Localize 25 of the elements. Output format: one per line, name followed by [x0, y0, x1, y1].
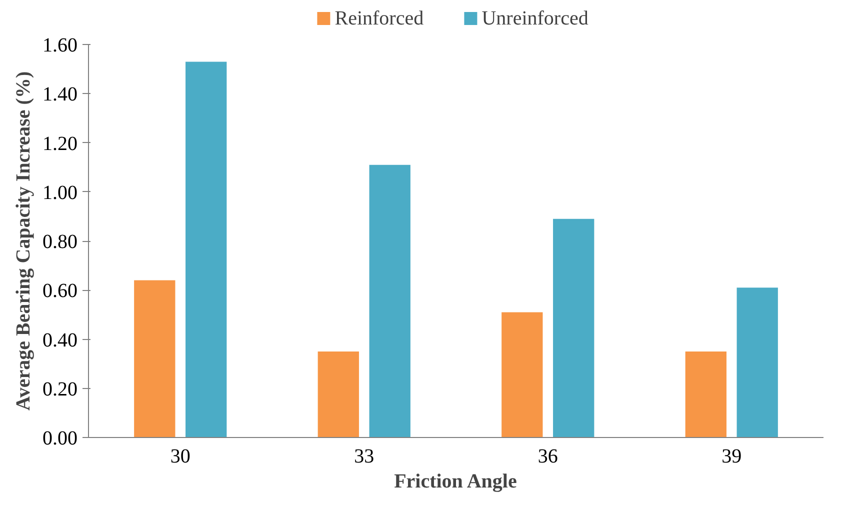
- bar: [502, 312, 543, 438]
- x-tick-label: 33: [354, 446, 374, 468]
- y-tick-label: 1.60: [42, 34, 78, 56]
- bar: [685, 352, 726, 438]
- legend-label: Unreinforced: [482, 8, 588, 30]
- y-tick-label: 0.00: [42, 428, 78, 450]
- bar: [553, 218, 594, 438]
- x-tick-label: 30: [170, 446, 190, 468]
- y-tick-label: 0.60: [42, 280, 78, 302]
- bar: [736, 288, 778, 438]
- y-tick-label: 1.20: [42, 132, 78, 155]
- y-tick-label: 0.20: [42, 378, 78, 400]
- y-tick-label: 0.40: [42, 329, 78, 352]
- x-tick-label: 36: [538, 446, 558, 468]
- y-tick-label: 1.00: [42, 182, 78, 204]
- bar: [318, 352, 359, 438]
- x-tick-label: 39: [722, 446, 742, 468]
- bar: [134, 280, 176, 438]
- legend-label: Reinforced: [334, 8, 424, 30]
- x-axis-title: Friction Angle: [394, 470, 517, 492]
- y-axis-title: Average Bearing Capacity Increase (%): [12, 71, 34, 411]
- bar: [369, 164, 410, 438]
- y-tick-label: 1.40: [42, 84, 78, 106]
- y-tick-label: 0.80: [42, 231, 78, 253]
- bar: [186, 62, 227, 438]
